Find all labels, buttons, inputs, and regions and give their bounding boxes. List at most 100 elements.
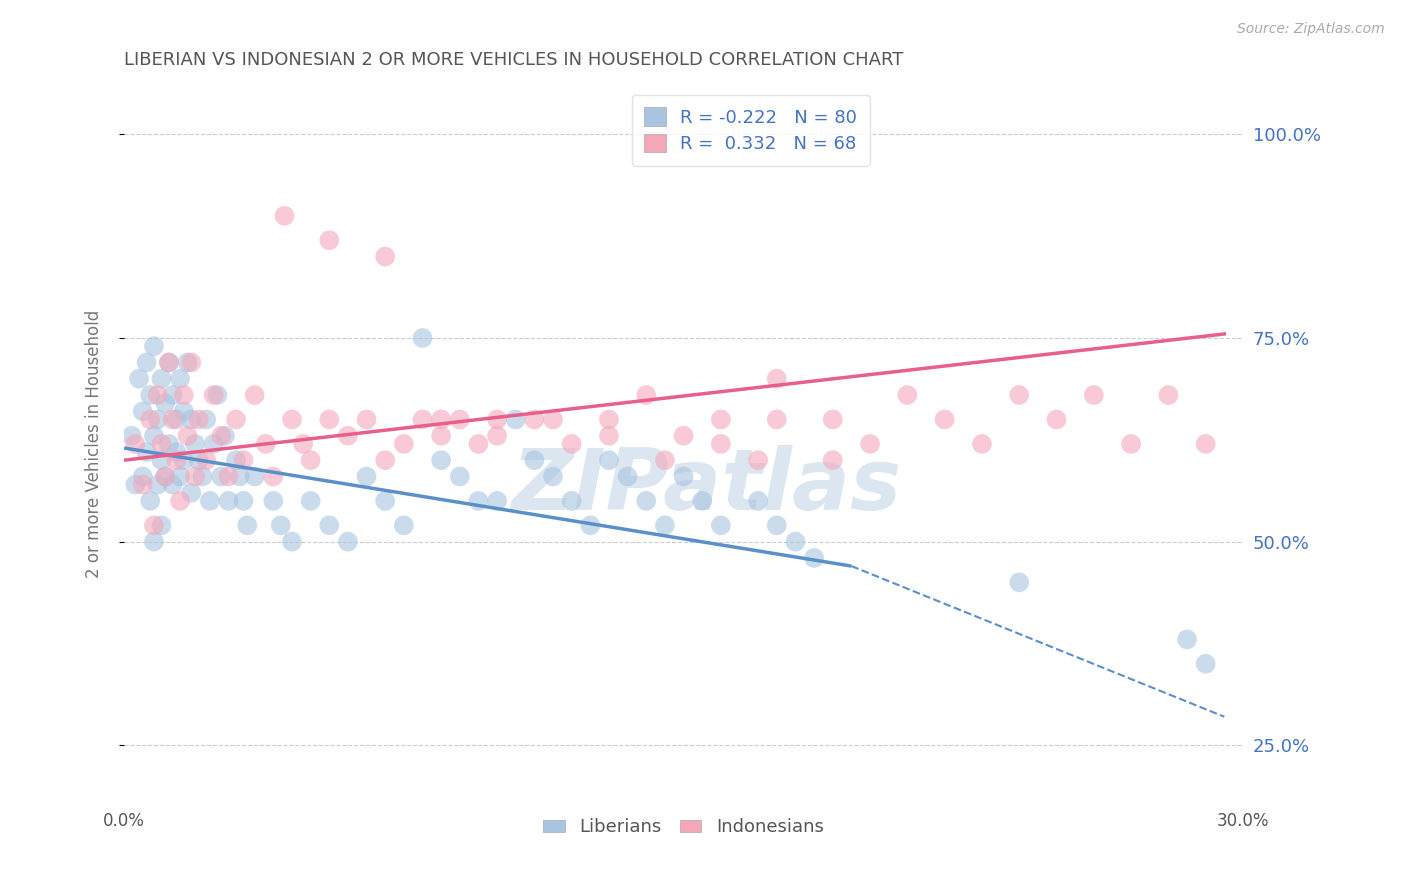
Point: [411, 412, 433, 426]
Point: [710, 412, 733, 426]
Point: [176, 429, 198, 443]
Point: [153, 469, 176, 483]
Point: [523, 453, 546, 467]
Point: [180, 412, 202, 426]
Point: [225, 412, 247, 426]
Point: [765, 412, 787, 426]
Point: [150, 437, 173, 451]
Point: [124, 477, 146, 491]
Point: [207, 388, 229, 402]
Point: [169, 494, 191, 508]
Point: [184, 437, 207, 451]
Point: [561, 437, 583, 451]
Point: [747, 453, 769, 467]
Point: [132, 477, 155, 491]
Point: [128, 372, 150, 386]
Point: [254, 437, 277, 451]
Point: [318, 518, 340, 533]
Point: [616, 469, 638, 483]
Point: [374, 250, 396, 264]
Point: [430, 412, 453, 426]
Point: [195, 412, 218, 426]
Point: [262, 494, 284, 508]
Point: [292, 437, 315, 451]
Point: [598, 453, 620, 467]
Point: [1175, 632, 1198, 647]
Point: [636, 388, 658, 402]
Point: [281, 534, 304, 549]
Point: [143, 429, 166, 443]
Point: [162, 388, 184, 402]
Point: [765, 372, 787, 386]
Point: [232, 453, 254, 467]
Point: [1083, 388, 1105, 402]
Point: [135, 445, 157, 459]
Point: [176, 355, 198, 369]
Point: [299, 494, 322, 508]
Point: [281, 412, 304, 426]
Point: [392, 518, 415, 533]
Point: [299, 453, 322, 467]
Point: [150, 372, 173, 386]
Point: [541, 469, 564, 483]
Point: [262, 469, 284, 483]
Point: [180, 355, 202, 369]
Point: [191, 469, 214, 483]
Point: [486, 494, 509, 508]
Point: [157, 355, 180, 369]
Point: [803, 550, 825, 565]
Point: [561, 494, 583, 508]
Point: [139, 412, 162, 426]
Point: [336, 429, 359, 443]
Point: [430, 453, 453, 467]
Point: [1045, 412, 1067, 426]
Point: [218, 494, 240, 508]
Point: [153, 396, 176, 410]
Y-axis label: 2 or more Vehicles in Household: 2 or more Vehicles in Household: [86, 310, 103, 578]
Text: LIBERIAN VS INDONESIAN 2 OR MORE VEHICLES IN HOUSEHOLD CORRELATION CHART: LIBERIAN VS INDONESIAN 2 OR MORE VEHICLE…: [124, 51, 904, 69]
Point: [449, 412, 471, 426]
Point: [710, 518, 733, 533]
Point: [202, 437, 225, 451]
Point: [132, 404, 155, 418]
Point: [1008, 388, 1031, 402]
Point: [690, 494, 713, 508]
Point: [218, 469, 240, 483]
Point: [209, 429, 232, 443]
Text: Source: ZipAtlas.com: Source: ZipAtlas.com: [1237, 22, 1385, 37]
Point: [821, 412, 844, 426]
Point: [202, 388, 225, 402]
Point: [598, 429, 620, 443]
Point: [1157, 388, 1180, 402]
Text: ZIPatlas: ZIPatlas: [510, 445, 901, 528]
Point: [209, 469, 232, 483]
Point: [318, 233, 340, 247]
Point: [747, 494, 769, 508]
Point: [654, 518, 676, 533]
Point: [124, 437, 146, 451]
Point: [486, 412, 509, 426]
Point: [139, 388, 162, 402]
Point: [710, 437, 733, 451]
Point: [187, 453, 209, 467]
Point: [449, 469, 471, 483]
Point: [598, 412, 620, 426]
Point: [896, 388, 918, 402]
Legend: Liberians, Indonesians: Liberians, Indonesians: [536, 811, 831, 844]
Point: [214, 429, 236, 443]
Point: [121, 429, 143, 443]
Point: [1119, 437, 1142, 451]
Point: [672, 469, 695, 483]
Point: [232, 494, 254, 508]
Point: [143, 339, 166, 353]
Point: [356, 469, 378, 483]
Point: [184, 469, 207, 483]
Point: [157, 437, 180, 451]
Point: [270, 518, 292, 533]
Point: [146, 477, 169, 491]
Point: [165, 445, 187, 459]
Point: [162, 477, 184, 491]
Point: [165, 412, 187, 426]
Point: [654, 453, 676, 467]
Point: [243, 388, 266, 402]
